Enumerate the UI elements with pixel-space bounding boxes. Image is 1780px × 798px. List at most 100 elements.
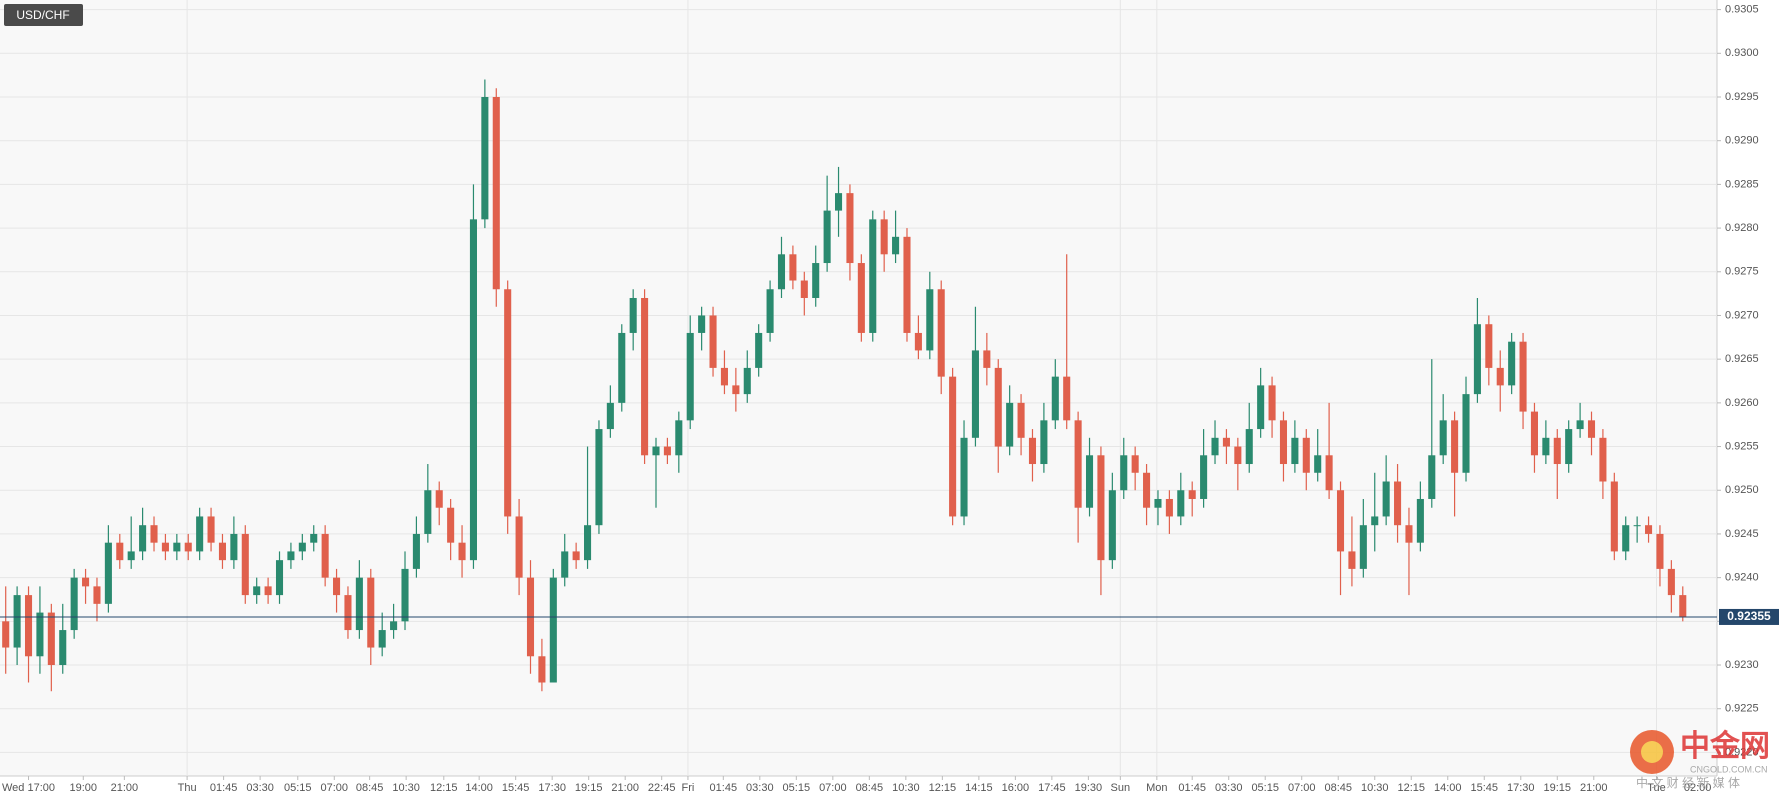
candle-body [1394,481,1402,526]
candle-body [846,193,854,264]
candle-body [675,420,683,456]
candle-body [1599,437,1607,482]
candle-body [994,367,1002,447]
candle-body [629,297,637,333]
x-tick-label: 14:00 [1434,782,1462,794]
candle-body [469,219,477,561]
x-tick-label: 19:15 [575,782,603,794]
candle-body [1302,437,1310,473]
candle-body [310,533,318,543]
x-tick-label: 12:15 [929,782,957,794]
candle-body [1085,455,1094,508]
x-tick-label: 01:45 [710,782,738,794]
candle-body [355,577,363,631]
candle-body [1462,394,1470,473]
x-tick-label: 14:15 [965,782,993,794]
candle-body [1325,455,1333,491]
y-tick-label: 0.9290 [1725,135,1759,147]
candle-body [949,376,957,517]
x-tick-label: 07:00 [321,782,349,794]
candle-body [1200,455,1208,499]
y-tick-label: 0.9305 [1725,4,1759,16]
candle-body [663,446,671,456]
candle-body [812,263,820,298]
candle-body [1496,367,1504,386]
candle-body [447,507,455,543]
candle-body [298,542,306,552]
candle-body [1040,420,1048,465]
candle-body [1028,437,1037,465]
title-box [4,4,83,26]
candle-body [1428,455,1436,499]
candle-body [1063,376,1071,421]
candle-body [1314,455,1322,473]
candle-body [36,612,44,657]
x-tick-label: 02:00 [1684,782,1712,794]
candle-body [1382,481,1390,517]
x-tick-label: 08:45 [856,782,884,794]
candle-body [378,630,386,648]
candle-body [960,437,968,517]
x-tick-label: 22:45 [648,782,676,794]
candle-body [572,551,580,561]
candle-body [1473,324,1481,395]
candle-body [1165,498,1173,517]
candle-body [504,289,512,517]
watermark-slogan: 中 文 财 经 新 媒 体 [1636,775,1740,790]
candle-body [937,289,945,377]
candle-body [82,577,90,587]
x-tick-label: 21:00 [1580,782,1608,794]
candle-body [196,516,204,552]
candle-body [1587,420,1596,438]
x-tick-label: 19:30 [1075,782,1103,794]
candle-body [1667,568,1675,596]
x-tick-label: 07:00 [1288,782,1316,794]
candle-body [390,621,398,631]
candle-body [116,542,124,561]
x-tick-label: 15:45 [502,782,530,794]
candle-body [59,630,67,666]
candle-body [424,490,432,534]
x-tick-label: 15:45 [1470,782,1498,794]
candle-body [1291,437,1299,465]
x-tick-label: 14:00 [465,782,493,794]
candles [0,79,1717,692]
candle-body [321,533,329,578]
candle-body [926,289,934,351]
candle-body [1576,420,1584,430]
candle-body [1006,402,1014,447]
candle-body [1108,490,1116,561]
x-tick-label: 21:00 [111,782,139,794]
candle-body [253,586,261,596]
x-tick-label: Fri [682,782,695,794]
candle-body [1154,498,1162,508]
candle-body [755,332,763,368]
candle-body [766,289,774,333]
y-tick-label: 0.9225 [1725,703,1759,715]
candle-body [732,385,740,395]
x-tick-label: 08:45 [356,782,384,794]
candle-body [1485,324,1493,368]
candle-body [834,193,843,211]
candle-body [1439,420,1447,456]
candle-body [606,402,614,430]
candle-body [24,595,33,657]
candle-body [1245,429,1253,465]
last-price-label: 0.92355 [1727,609,1771,623]
candle-body [549,577,557,683]
candle-body [333,577,341,596]
x-tick-label: 19:15 [1544,782,1572,794]
x-tick-label: 10:30 [892,782,920,794]
candle-body [492,97,500,290]
candle-body [1542,437,1550,456]
candle-body [1530,411,1538,456]
x-tick-label: 12:15 [430,782,458,794]
candle-body [561,551,569,578]
candle-body [1120,455,1128,491]
x-tick-label: 07:00 [819,782,847,794]
x-tick-label: 16:00 [1002,782,1030,794]
candle-body [161,542,169,552]
candle-body [401,568,409,622]
x-tick-label: 05:15 [1251,782,1279,794]
